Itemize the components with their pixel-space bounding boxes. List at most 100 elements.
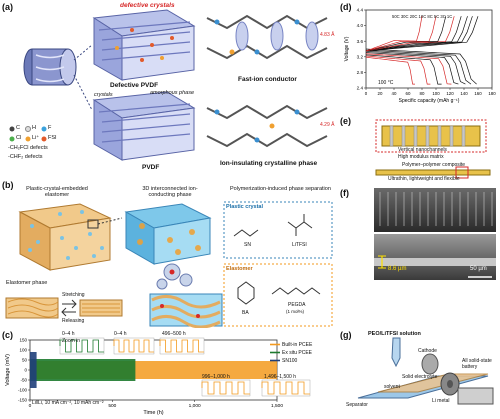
discharge-curve-5C	[365, 50, 466, 85]
legend-chf: -CHF₂ defects	[8, 154, 43, 160]
ba-label: BA	[242, 310, 249, 316]
xtick-label: 40	[392, 91, 397, 96]
x-axis-label: Time (h)	[143, 410, 163, 416]
releasing-label: Releasing	[62, 318, 85, 324]
inset-496-label: 496–500 h	[162, 331, 186, 337]
litfsi-label: LiTFSI	[292, 242, 307, 248]
legend-chfcl: -CH₂FCl defects	[8, 145, 48, 151]
legend-c: C	[16, 125, 20, 131]
charge-curve-30C	[365, 16, 437, 52]
pvdf-block	[92, 91, 196, 161]
panel-a: (a)	[2, 0, 334, 175]
panel-b: (b)	[2, 178, 336, 328]
cathode-label: Cathode	[418, 348, 437, 354]
charge-curve-50C	[365, 16, 423, 52]
legend-cl: Cl	[16, 135, 22, 141]
xtick-label: 180	[488, 91, 496, 96]
y-axis-label: Voltage (V)	[344, 36, 350, 61]
legend-fsi: FSI	[48, 135, 57, 141]
ultrathin-label: Ultrathin, lightweight and flexible	[388, 176, 460, 182]
xtick-label: 0	[29, 403, 32, 409]
sphere-network	[156, 263, 193, 290]
dist-bottom-label: 4.29 Å	[320, 122, 335, 128]
amorphous-label: amorphous phase	[150, 90, 195, 96]
battery-cylinder-icon	[23, 48, 77, 86]
sem-images	[374, 188, 496, 280]
scale-label: 50 µm	[470, 266, 487, 272]
ytick-label: 2.8	[357, 70, 364, 75]
ytick-label: 3.2	[357, 54, 364, 59]
crystals-label: crystals	[94, 92, 113, 98]
legend-h: H	[32, 125, 36, 131]
discharge-curve-10C	[365, 53, 452, 85]
panel-d-label: (d)	[340, 2, 352, 12]
ytick-label: 4.4	[357, 8, 364, 13]
ytick-label: 150	[19, 338, 27, 343]
legend-sn100: SN100	[282, 358, 298, 364]
inset-1496-wave	[261, 381, 310, 395]
xtick-label: 100	[432, 91, 440, 96]
series-band-2	[30, 352, 37, 388]
series-band-1	[30, 359, 136, 381]
ytick-label: 100	[19, 348, 27, 353]
ytick-label: 0	[24, 368, 27, 373]
panel-f-label: (f)	[340, 188, 349, 198]
discharge-curve-50C	[365, 56, 415, 85]
rates-label: 50C 30C 20C 10C 8C 5C 3C 1C	[392, 14, 453, 19]
legend-li: Li⁺	[32, 135, 40, 141]
discharge-chart: 2.4 2.8 3.2 3.6 4.0 4.4 0 20 40 60 80 100 120 140 160 1…	[344, 8, 496, 104]
matrix-label: High modulus matrix	[398, 154, 444, 160]
thickness-label: 8.6 µm	[388, 266, 407, 272]
ytick-label: 2.4	[357, 86, 364, 91]
panel-e: (e) Vertical nanochannels High modulus m…	[338, 114, 498, 184]
ytick-label: 4.0	[357, 23, 364, 28]
panel-g: (g) PEO/LiTFSI solution All solid-state …	[338, 328, 498, 418]
charge-curve-3C	[365, 16, 473, 52]
discharge-curve-20C	[365, 54, 442, 85]
fast-ion-label: Fast-ion conductor	[238, 76, 297, 83]
dist-top-label: 4.83 Å	[320, 32, 335, 38]
cycling-chart: -150 -100 -50 0 50 100 150 0 500 1,000 1,500 Time (…	[5, 338, 311, 416]
x-axis-label: Specific capacity (mAh g⁻¹)	[399, 98, 460, 104]
plastic-crystal-label: Plastic crystal	[226, 204, 263, 210]
ytick-label: -150	[18, 398, 28, 403]
panel-c-label: (c)	[2, 330, 13, 340]
discharge-curve-3C	[365, 49, 472, 85]
solution-label: PEO/LiTFSI solution	[368, 331, 421, 337]
inset-zoom-wave	[59, 339, 104, 353]
legend-ex-situ: Ex situ PCEE	[282, 350, 313, 356]
polymerization-label: Polymerization-induced phase separation	[230, 186, 331, 192]
elastomer-label: Elastomer	[226, 266, 253, 272]
ytick-label: -100	[18, 388, 28, 393]
panel-a-label: (a)	[2, 2, 13, 12]
panel-e-figure	[375, 119, 491, 179]
defective-crystals-label: defective crystals	[120, 2, 175, 9]
y-axis-label: Voltage (mV)	[5, 354, 11, 386]
sn-label: SN	[244, 242, 251, 248]
xtick-label: 160	[474, 91, 482, 96]
inset-996-wave	[201, 381, 250, 395]
discharge-curve-30C	[365, 55, 431, 85]
composite-label: Polymer–polymer composite	[402, 162, 466, 168]
xtick-label: 500	[108, 403, 116, 409]
xtick-label: 120	[446, 91, 454, 96]
panel-c: (c) -150 -100 -50 0 50 100 150 0 500 1,000 1,500 Ti…	[2, 330, 336, 418]
ytick-label: 3.6	[357, 39, 364, 44]
cell-note-label: Li‖Li, 10 mA cm⁻², 10 mAh cm⁻²	[32, 400, 104, 406]
panel-b-figure	[5, 201, 333, 328]
defective-pvdf-label: Defective PVDF	[110, 82, 159, 89]
xtick-label: 1,000	[189, 403, 201, 409]
separator-label: Separator	[346, 402, 368, 408]
zoom-in-label: Zoom in	[62, 338, 81, 344]
stretching-label: Stretching	[62, 292, 85, 298]
xtick-label: 80	[420, 91, 425, 96]
panel-b-label: (b)	[2, 180, 14, 190]
ion-insulating-label: Ion-insulating crystalline phase	[220, 160, 318, 167]
inset-0-4-label-b: 0–4 h	[114, 331, 127, 337]
charge-curve-5C	[365, 16, 468, 52]
inset-996-label: 996–1,000 h	[202, 374, 230, 380]
nanochannels-label: Vertical nanochannels	[398, 147, 447, 153]
xtick-label: 0	[365, 91, 368, 96]
inset-0-4-label-a: 0–4 h	[62, 331, 75, 337]
legend-built-in: Built-in PCEE	[282, 342, 313, 348]
